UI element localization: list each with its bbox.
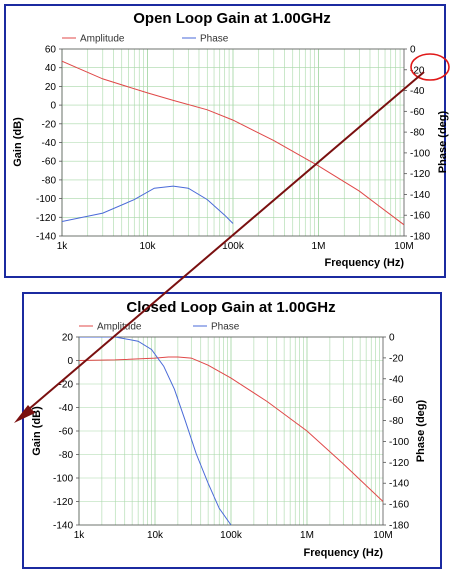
annotation-arrow-head xyxy=(14,405,35,423)
y2-tick-label: -180 xyxy=(389,521,409,532)
y2-tick-label: -80 xyxy=(410,128,425,139)
x-tick-label: 1k xyxy=(57,241,69,252)
closed-loop-panel: Closed Loop Gain at 1.00GHz 20 0 -20 -40 -60… xyxy=(22,292,442,569)
x-tick-label: 10M xyxy=(394,241,413,252)
y2-tick-label: -120 xyxy=(389,458,409,469)
y-tick-label: -60 xyxy=(42,157,57,168)
y2-tick-label: -140 xyxy=(389,479,409,490)
y-tick-label: -100 xyxy=(53,474,73,485)
y2-tick-label: -100 xyxy=(410,148,430,159)
x-tick-label: 100k xyxy=(222,241,245,252)
y2-axis-label: Phase (deg) xyxy=(437,110,449,173)
y2-tick-label: -20 xyxy=(410,65,425,76)
y2-tick-label: -60 xyxy=(410,107,425,118)
y-tick-label: -20 xyxy=(59,380,74,391)
legend-amplitude-label: Amplitude xyxy=(80,34,125,45)
x-tick-label: 1M xyxy=(300,530,314,541)
y-tick-label: -40 xyxy=(59,403,74,414)
y-axis-label: Gain (dB) xyxy=(31,406,43,456)
y-tick-label: -40 xyxy=(42,138,57,149)
open-loop-panel: Open Loop Gain at 1.00GHz 60 40 20 0 -20 -40 -… xyxy=(4,4,449,278)
y2-tick-label: -100 xyxy=(389,437,409,448)
amplitude-series-line xyxy=(79,356,383,502)
phase-series-line xyxy=(79,337,232,525)
x-tick-label: 1k xyxy=(74,530,86,541)
legend-phase-label: Phase xyxy=(200,34,229,45)
y-tick-label: 0 xyxy=(50,101,56,112)
phase-series-line xyxy=(62,185,234,224)
y-tick-label: 20 xyxy=(45,82,57,93)
closed-loop-title: Closed Loop Gain at 1.00GHz xyxy=(126,299,335,316)
y-tick-label: 60 xyxy=(45,45,57,56)
y-tick-label: -140 xyxy=(53,521,73,532)
y-axis-label: Gain (dB) xyxy=(12,117,24,167)
x-tick-label: 1M xyxy=(312,241,326,252)
x-axis-label: Frequency (Hz) xyxy=(304,547,384,559)
y2-axis-label: Phase (deg) xyxy=(415,399,427,462)
y-tick-label: -20 xyxy=(42,119,57,130)
annotation-arrow-line xyxy=(21,71,425,416)
y2-tick-label: -180 xyxy=(410,232,430,243)
y2-tick-label: -80 xyxy=(389,416,404,427)
y2-tick-label: -60 xyxy=(389,395,404,406)
y2-tick-label: -120 xyxy=(410,169,430,180)
y-tick-label: -120 xyxy=(53,497,73,508)
x-axis-label: Frequency (Hz) xyxy=(325,257,405,269)
y-tick-label: -140 xyxy=(36,232,56,243)
y-tick-label: 20 xyxy=(62,333,74,344)
highlight-circle xyxy=(410,53,450,81)
amplitude-series-line xyxy=(62,60,404,226)
y-tick-label: -60 xyxy=(59,427,74,438)
y-tick-label: -100 xyxy=(36,194,56,205)
legend-phase-label: Phase xyxy=(211,322,240,333)
y-tick-label: -80 xyxy=(59,450,74,461)
y2-tick-label: -160 xyxy=(389,500,409,511)
y-tick-label: 40 xyxy=(45,63,57,74)
y-tick-label: -80 xyxy=(42,175,57,186)
y2-tick-label: -160 xyxy=(410,211,430,222)
x-tick-label: 10k xyxy=(139,241,156,252)
y2-tick-label: -40 xyxy=(410,86,425,97)
legend-amplitude-label: Amplitude xyxy=(97,322,142,333)
y2-tick-label: 0 xyxy=(389,333,395,344)
x-tick-label: 10M xyxy=(373,530,392,541)
annotation-overlay xyxy=(14,53,450,423)
y-tick-label: -120 xyxy=(36,213,56,224)
y2-tick-label: -20 xyxy=(389,353,404,364)
y-tick-label: 0 xyxy=(67,356,73,367)
y2-tick-label: -40 xyxy=(389,374,404,385)
open-loop-title: Open Loop Gain at 1.00GHz xyxy=(133,10,331,27)
y2-tick-label: -140 xyxy=(410,190,430,201)
y2-tick-label: 0 xyxy=(410,45,416,56)
x-tick-label: 100k xyxy=(220,530,243,541)
x-tick-label: 10k xyxy=(147,530,164,541)
